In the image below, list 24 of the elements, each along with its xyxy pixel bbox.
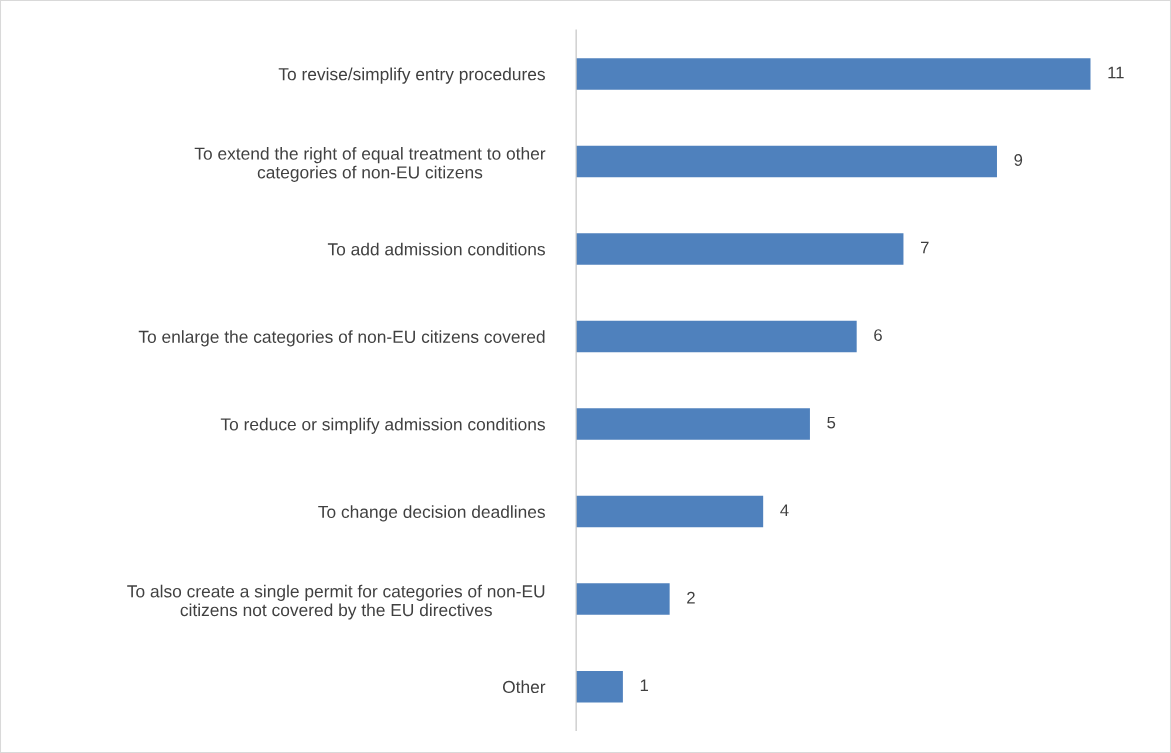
y-tick-label: To add admission conditions: [327, 242, 545, 256]
bar: [576, 408, 810, 440]
bar: [576, 320, 857, 353]
data-label: 2: [687, 591, 695, 604]
data-label: 11: [1108, 66, 1124, 79]
data-label: 6: [874, 329, 882, 341]
data-label: 4: [780, 504, 789, 516]
data-label: 1: [640, 679, 649, 691]
y-tick-label: Other: [502, 680, 546, 694]
bar: [576, 583, 670, 615]
bar: [576, 495, 764, 528]
y-tick-label: To extend the right of equal treatment to other categories of non-EU citizens: [194, 147, 546, 182]
data-label: 7: [920, 241, 929, 254]
y-tick-label: To revise/simplify entry procedures: [278, 67, 545, 84]
bar: [576, 233, 904, 265]
bar: [576, 670, 623, 703]
y-tick-label: To enlarge the categories of non-EU citizens covered: [138, 330, 545, 347]
y-tick-label: To also create a single permit for categories of non-EU citizens not covered by the EU directives: [127, 584, 545, 620]
y-tick-label: To reduce or simplify admission conditions: [220, 417, 545, 434]
y-tick-label: To change decision deadlines: [318, 505, 545, 522]
bar: [576, 58, 1091, 90]
data-label: 5: [827, 416, 836, 429]
bar: [576, 145, 997, 178]
data-label: 9: [1014, 154, 1023, 166]
